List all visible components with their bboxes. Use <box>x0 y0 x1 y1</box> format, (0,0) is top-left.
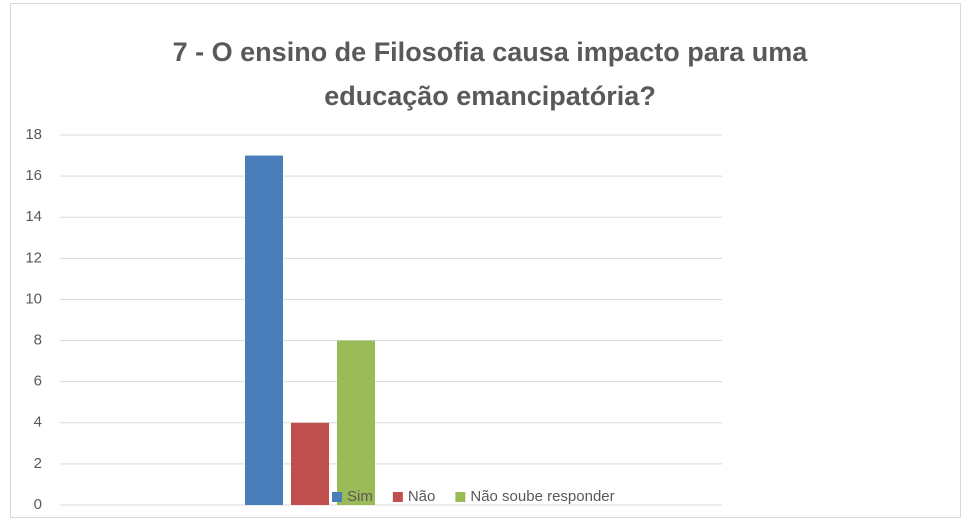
chart-title: 7 - O ensino de Filosofia causa impacto … <box>172 37 808 111</box>
y-tick-label: 6 <box>34 373 42 390</box>
y-tick-label: 14 <box>25 208 42 225</box>
legend-swatch <box>455 492 466 502</box>
y-tick-label: 4 <box>34 414 42 431</box>
legend-swatch <box>332 492 342 502</box>
chart-frame <box>10 3 961 518</box>
legend-label: Não soube responder <box>470 488 614 505</box>
bar <box>337 340 375 505</box>
y-tick-label: 10 <box>25 290 42 307</box>
legend-label: Não <box>408 488 436 505</box>
legend-label: Sim <box>347 488 373 505</box>
y-tick-label: 8 <box>34 332 42 349</box>
y-tick-label: 12 <box>25 249 42 266</box>
bar <box>245 155 283 506</box>
y-tick-label: 2 <box>34 455 42 472</box>
y-tick-label: 16 <box>25 167 42 184</box>
y-tick-label: 18 <box>25 126 42 143</box>
y-tick-label: 0 <box>34 496 42 513</box>
legend-swatch <box>392 492 403 502</box>
bar <box>291 422 329 505</box>
